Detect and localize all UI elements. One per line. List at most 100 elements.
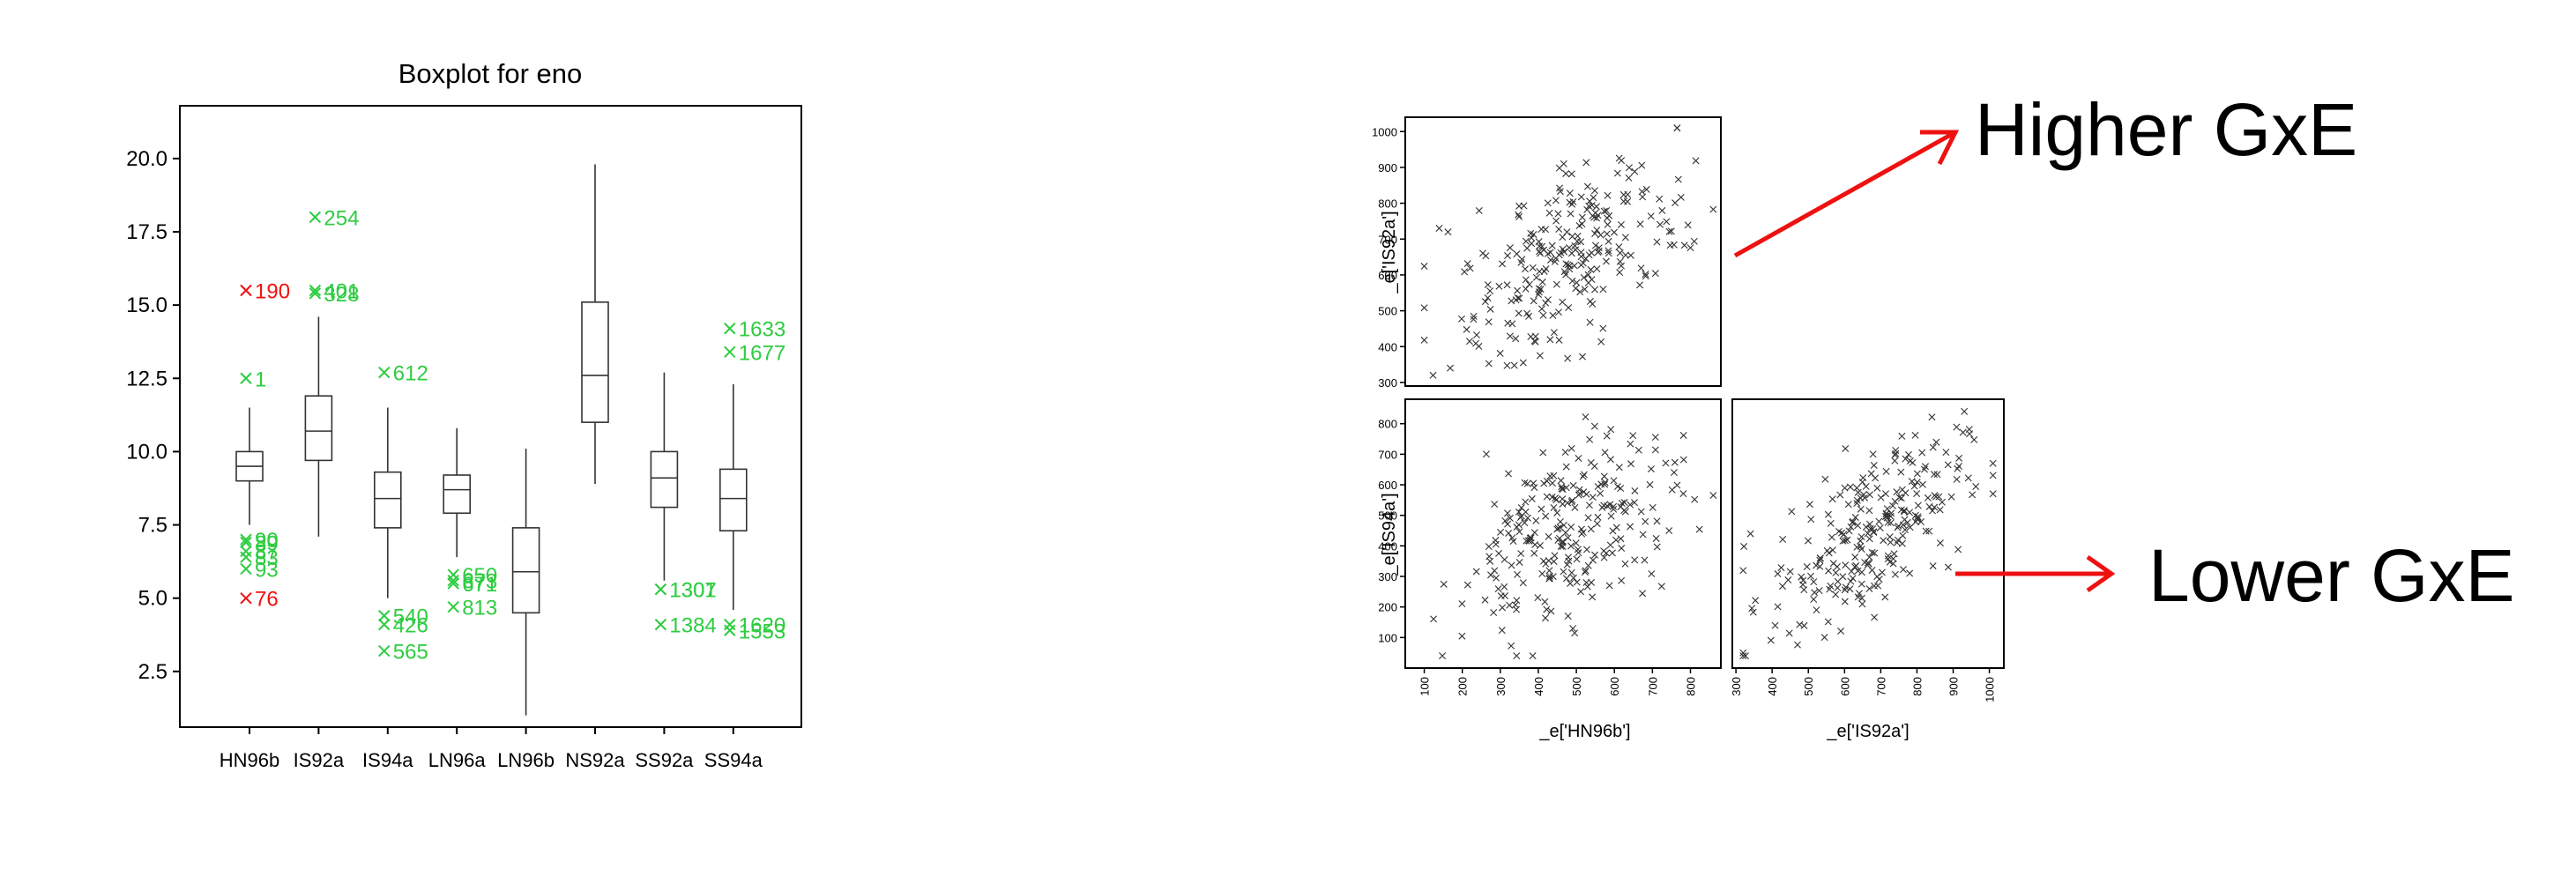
scatter-point [1503,361,1511,369]
scatter-ytick-label: 600 [1378,269,1397,282]
scatter-ytick-label: 500 [1378,305,1397,318]
scatter-point [1928,413,1936,421]
scatter-point [1853,496,1861,504]
boxplot-ytick-label: 7.5 [138,514,168,538]
scatter-point [1513,250,1521,258]
scatter-point [1881,593,1889,601]
scatter-point [1559,495,1567,503]
scatter-xtick-label: 900 [1947,677,1961,696]
scatter-point [1636,220,1644,228]
scatter-point [1890,550,1898,558]
scatter-point [1612,536,1620,544]
scatter-point [1603,432,1611,440]
scatter-point [1629,432,1637,440]
scatter-point [1895,522,1902,530]
scatter-point [1597,231,1604,239]
scatter-point [1531,338,1539,345]
scatter-point [1631,487,1639,494]
scatter-point [1515,211,1523,219]
box-outlier-label: 83 [255,546,279,570]
scatter-point [1508,642,1515,650]
scatter-point [1844,501,1852,509]
scatter-point [1600,553,1608,561]
scatter-point [1904,450,1912,458]
box-outlier-label: 328 [324,283,359,307]
scatter-point [1841,598,1849,605]
scatter-point [1594,483,1602,491]
scatter-point [1461,268,1469,276]
scatter-point [1540,479,1548,487]
scatter-point [1510,361,1518,369]
scatter-point [1603,230,1611,238]
scatter-point [1515,528,1523,536]
scatter-point [1565,244,1573,252]
scatter-point [1604,220,1612,228]
scatter-point [1824,618,1832,626]
scatter-point [1551,257,1559,265]
scatter-point [1458,632,1466,640]
scatter-ytick-label: 200 [1378,601,1397,614]
scatter-point [1545,575,1553,583]
scatter-point [1877,494,1885,501]
scatter-point [1748,605,1756,613]
scatter-point [1913,470,1921,478]
scatter-point [1903,518,1911,526]
scatter-point [1521,479,1529,487]
scatter-point [1572,539,1580,547]
scatter-point [1626,164,1633,172]
scatter-point [1515,212,1523,220]
scatter-point [1880,537,1887,545]
scatter-point [1679,456,1687,464]
scatter-point [1586,435,1594,443]
scatter-point [1594,513,1602,521]
box-outlier-label: 673 [462,570,497,594]
scatter-point [1618,545,1626,553]
scatter-point [1515,558,1523,566]
scatter-point [1895,494,1903,501]
scatter-ytick-label: 300 [1378,376,1397,390]
box-outlier: 190 [240,280,290,304]
scatter-point [1420,304,1428,312]
scatter-point [1854,522,1862,530]
scatter-point [1508,297,1515,305]
scatter-point [1638,188,1646,196]
scatter-point [1558,483,1566,491]
scatter-point [1668,486,1676,494]
scatter-point [1522,265,1529,273]
scatter-point [1580,471,1588,479]
scatter-point [1593,227,1601,234]
scatter-point [1914,501,1922,509]
scatter-point [1541,614,1549,622]
scatter-point [1608,549,1616,557]
scatter-point [1677,193,1685,201]
scatter-point [1692,157,1700,165]
box-outlier: 565 [378,641,428,665]
scatter-point [1503,281,1511,289]
scatter-top-ylabel: _e['IS92a'] [1380,211,1399,293]
scatter-point [1465,338,1473,345]
scatter-point [1832,568,1840,576]
scatter-point [1552,217,1560,225]
boxplot-xtick-label: LN96b [497,749,555,771]
scatter-xtick-label: 500 [1802,677,1815,696]
box-outlier-label: 1 [255,368,266,391]
scatter-point [1873,573,1881,581]
scatter-point [1953,423,1961,431]
scatter-point [1653,543,1661,551]
box-outlier-label: 93 [255,558,279,582]
scatter-point [1816,554,1824,562]
scatter-point [1868,548,1876,556]
scatter-point [1549,573,1557,581]
scatter-point [1618,262,1626,270]
scatter-point [1589,593,1597,601]
scatter-point [1567,249,1575,257]
scatter-point [1486,305,1494,313]
scatter-point [1591,551,1599,559]
scatter-point [1568,277,1576,285]
scatter-xtick-label: 100 [1418,677,1432,696]
scatter-point [1897,494,1905,502]
scatter-point [1884,555,1892,563]
scatter-point [1858,600,1866,608]
scatter-point [1539,557,1547,565]
scatter-point [1800,621,1808,629]
